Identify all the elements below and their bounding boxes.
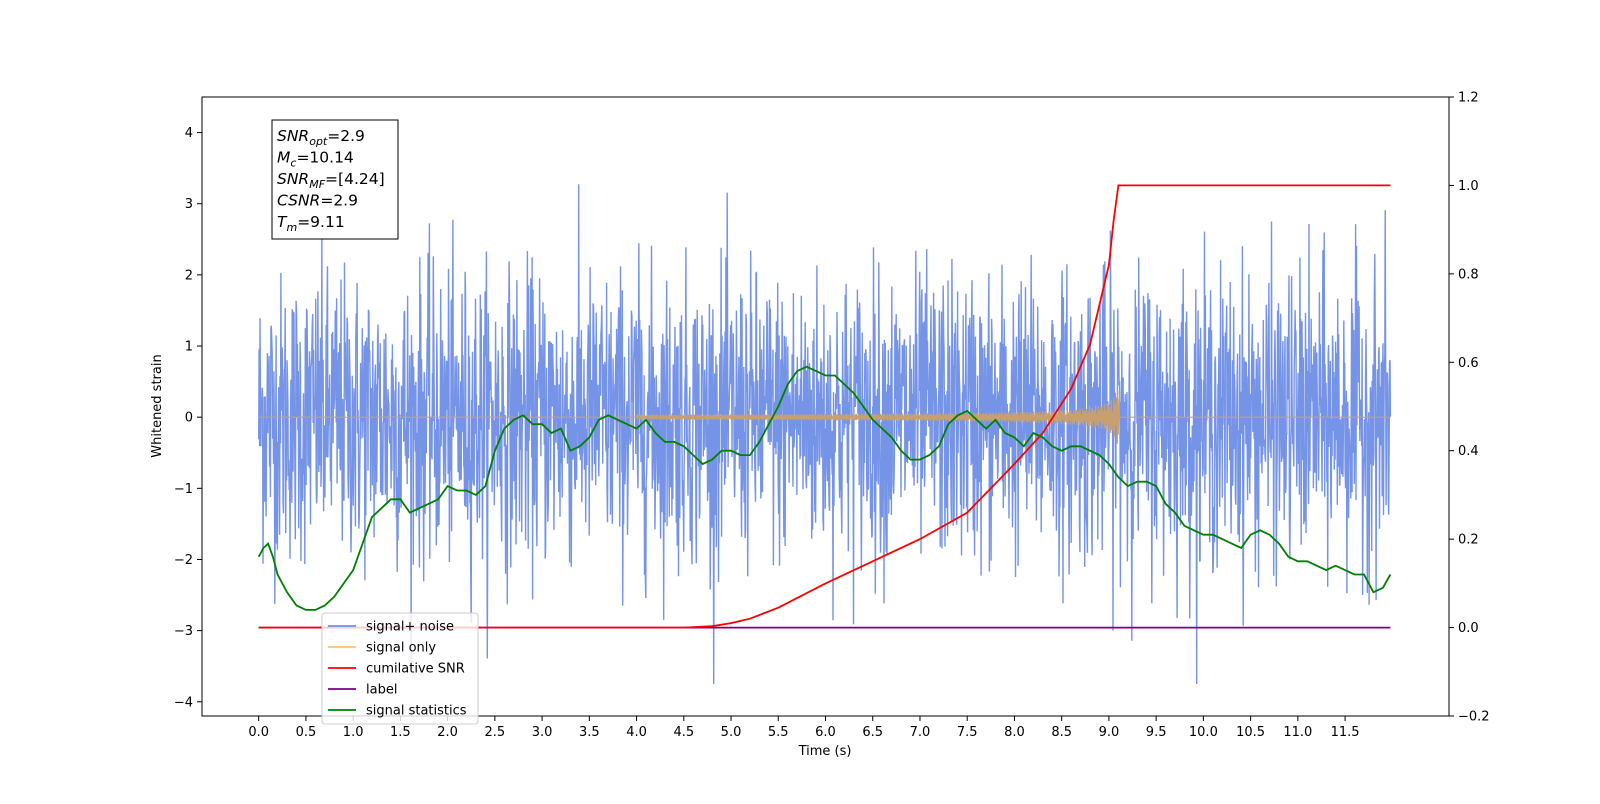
stats-row: CSNR=2.9 (277, 192, 358, 210)
y-right-tick-label: −0.2 (1458, 710, 1490, 725)
y-right-tick-label: 0.4 (1458, 444, 1479, 459)
legend-label: signal+ noise (366, 620, 454, 635)
x-tick-label: 6.0 (815, 725, 836, 740)
x-tick-label: 11.5 (1331, 725, 1360, 740)
x-tick-label: 3.0 (532, 725, 553, 740)
series-signal-statistics (257, 365, 1392, 611)
x-tick-label: 0.5 (296, 725, 317, 740)
x-tick-label: 7.0 (910, 725, 931, 740)
series-signal-only (258, 391, 1391, 444)
y-axis-label: Whitened strain (150, 354, 165, 457)
y-left-tick-label: 0 (185, 411, 193, 426)
legend-label: label (366, 683, 397, 698)
legend-label: signal only (366, 641, 436, 656)
x-tick-label: 6.5 (862, 725, 883, 740)
x-tick-label: 9.0 (1099, 725, 1120, 740)
stats-box-frame (271, 119, 399, 240)
x-tick-label: 8.0 (1004, 725, 1025, 740)
x-tick-label: 5.0 (721, 725, 742, 740)
y-right-tick-label: 1.2 (1458, 91, 1479, 106)
y-right-tick-label: 0.8 (1458, 267, 1479, 282)
y-left-tick-label: 3 (185, 197, 193, 212)
y-left-tick-label: −2 (174, 553, 193, 568)
x-tick-label: 4.5 (673, 725, 694, 740)
y-right-tick-label: 0.0 (1458, 621, 1479, 636)
y-left-tick-label: 2 (185, 268, 193, 283)
y-left-tick-label: 4 (185, 126, 193, 141)
stats-row: Tm=9.11 (277, 213, 345, 234)
legend-frame (321, 612, 479, 725)
x-tick-label: 2.5 (485, 725, 506, 740)
x-axis: 0.0 0.5 1.0 1.5 2.0 2.5 3.0 3.5 4.0 4.5 5.0 5.5 6.0 6… (248, 716, 1360, 740)
x-tick-label: 10.5 (1236, 725, 1265, 740)
x-tick-label: 11.0 (1283, 725, 1312, 740)
legend-label: cumilative SNR (366, 662, 465, 677)
x-axis-label: Time (s) (798, 744, 852, 759)
stats-row: SNRopt=2.9 (277, 127, 365, 148)
legend-label: signal statistics (366, 704, 467, 719)
y-left-axis: −4 −3 −2 −1 0 1 2 3 4 (174, 126, 202, 710)
y-right-tick-label: 1.0 (1458, 179, 1479, 194)
x-tick-label: 5.5 (768, 725, 789, 740)
x-tick-label: 1.0 (343, 725, 364, 740)
stats-row: Mc=10.14 (277, 149, 354, 170)
x-tick-label: 7.5 (957, 725, 978, 740)
series-cumulative-snr (258, 184, 1391, 629)
x-tick-label: 10.0 (1189, 725, 1218, 740)
series-signal-plus-noise (258, 184, 1392, 685)
y-left-tick-label: 1 (185, 340, 193, 355)
stats-row: SNRMF=[4.24] (277, 170, 385, 191)
x-tick-label: 8.5 (1051, 725, 1072, 740)
x-tick-label: 4.0 (626, 725, 647, 740)
y-right-axis: −0.2 0.0 0.2 0.4 0.6 0.8 1.0 1.2 (1449, 91, 1490, 725)
x-tick-label: 0.0 (248, 725, 269, 740)
y-right-tick-label: 0.2 (1458, 533, 1479, 548)
y-left-tick-label: −4 (174, 695, 193, 710)
y-left-tick-label: −1 (174, 482, 193, 497)
x-tick-label: 1.5 (390, 725, 411, 740)
legend: signal+ noise signal only cumilative SNR la… (321, 612, 479, 725)
x-tick-label: 3.5 (579, 725, 600, 740)
x-tick-label: 9.5 (1146, 725, 1167, 740)
series-layer (257, 184, 1392, 685)
x-tick-label: 2.0 (437, 725, 458, 740)
y-left-tick-label: −3 (174, 624, 193, 639)
y-right-tick-label: 0.6 (1458, 356, 1479, 371)
